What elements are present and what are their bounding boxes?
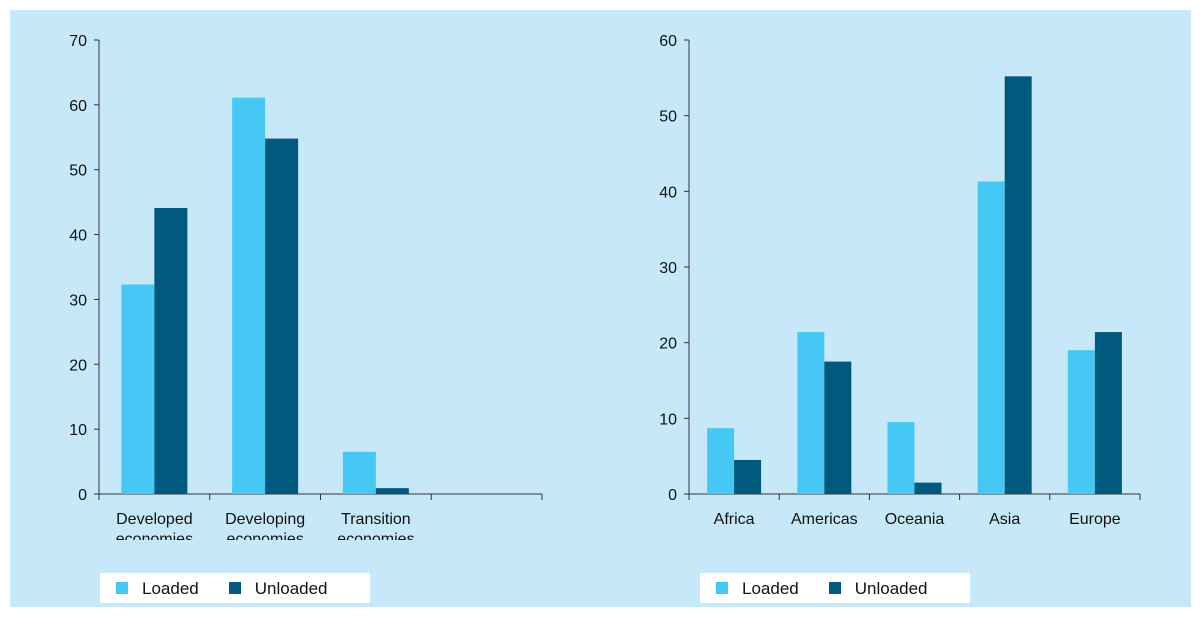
legend-label-unloaded: Unloaded xyxy=(854,578,928,598)
left-y-tick-label: 10 xyxy=(69,422,87,439)
left-bar-unloaded xyxy=(265,138,299,494)
legend-right: Loaded Unloaded xyxy=(700,573,970,603)
right-category-label: Asia xyxy=(989,511,1020,528)
legend-item-loaded: Loaded xyxy=(116,580,199,597)
right-bar-unloaded xyxy=(1004,76,1032,494)
left-category-label: Transition economies xyxy=(337,511,414,540)
chart-regions: 0 10 20 30 40 50 60 Africa Americas Oceania Asia Eu… xyxy=(659,33,1141,528)
right-bar-unloaded xyxy=(914,482,942,494)
right-category-label: Americas xyxy=(791,511,858,528)
right-bar-loaded xyxy=(977,181,1005,494)
right-bar-unloaded xyxy=(1094,332,1122,494)
legend-item-unloaded: Unloaded xyxy=(228,578,328,598)
legend-swatch-unloaded xyxy=(828,582,841,594)
left-y-tick-label: 50 xyxy=(69,163,87,180)
left-y-tick-label: 70 xyxy=(69,33,87,50)
left-bar-unloaded xyxy=(154,207,188,495)
left-bar-loaded xyxy=(121,284,155,494)
left-y-tick-label: 60 xyxy=(69,98,87,115)
right-bar-unloaded xyxy=(734,459,762,494)
chart-developed-developing-transition: 0 10 20 30 40 50 60 70 Developed economies Develop… xyxy=(69,33,543,540)
left-y-tick-label: 0 xyxy=(78,487,87,504)
right-bar-loaded xyxy=(797,332,825,494)
legend-item-loaded: Loaded xyxy=(716,580,799,597)
right-bar-loaded xyxy=(707,428,735,494)
right-y-tick-label: 0 xyxy=(668,487,677,504)
left-category-label: Developing economies xyxy=(225,511,305,540)
right-y-tick-label: 20 xyxy=(659,336,677,353)
legend-left: Loaded Unloaded xyxy=(100,573,370,603)
right-y-tick-label: 60 xyxy=(659,33,677,50)
legend-label-loaded: Loaded xyxy=(142,578,199,598)
right-y-tick-label: 30 xyxy=(659,260,677,277)
right-y-tick-label: 40 xyxy=(659,184,677,201)
left-y-tick-label: 30 xyxy=(69,292,87,309)
right-y-tick-label: 50 xyxy=(659,109,677,126)
right-category-label: Oceania xyxy=(885,511,945,528)
legend-item-unloaded: Unloaded xyxy=(828,578,928,598)
right-y-tick-label: 10 xyxy=(659,411,677,428)
legend-swatch-loaded xyxy=(716,582,728,594)
left-y-tick-label: 40 xyxy=(69,228,87,245)
legend-label-unloaded: Unloaded xyxy=(254,578,328,598)
right-bar-unloaded xyxy=(824,361,852,494)
right-bar-loaded xyxy=(1067,350,1095,494)
right-category-label: Africa xyxy=(714,511,755,528)
left-bar-unloaded xyxy=(375,488,409,494)
left-bar-loaded xyxy=(232,97,266,495)
left-category-label: Developed economies xyxy=(116,511,193,540)
legend-swatch-unloaded xyxy=(228,582,241,594)
legend-label-loaded: Loaded xyxy=(742,578,799,598)
right-bar-loaded xyxy=(887,422,915,494)
legend-swatch-loaded xyxy=(116,582,128,594)
left-y-tick-label: 20 xyxy=(69,357,87,374)
right-category-label: Europe xyxy=(1069,511,1121,528)
left-bar-loaded xyxy=(342,451,376,494)
